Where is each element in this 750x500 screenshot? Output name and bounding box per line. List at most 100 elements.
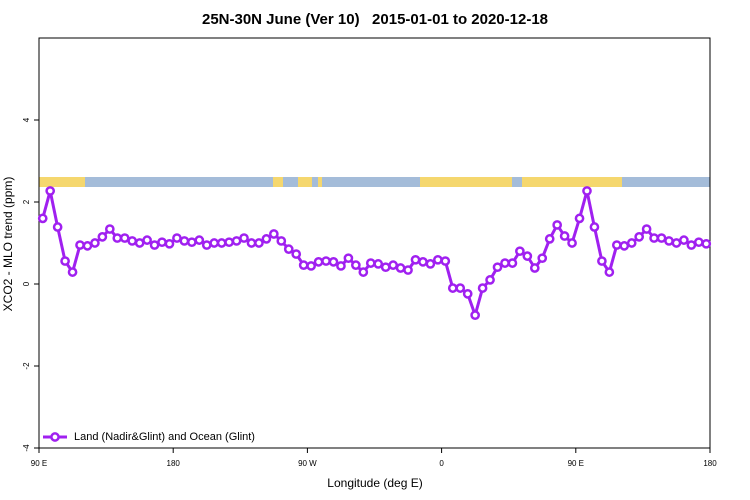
data-point <box>485 275 495 285</box>
data-point <box>283 244 294 254</box>
data-point <box>604 267 615 277</box>
data-point <box>254 238 264 248</box>
y-tick-label: 0 <box>22 281 31 286</box>
data-point <box>261 234 272 244</box>
data-point <box>462 288 473 299</box>
data-point <box>671 238 682 248</box>
land <box>420 177 512 187</box>
data-point <box>149 240 160 250</box>
data-point <box>90 238 100 248</box>
data-point <box>157 237 167 248</box>
data-point <box>626 238 637 248</box>
data-point <box>328 257 339 267</box>
data-point <box>45 186 56 196</box>
data-point <box>239 233 249 243</box>
data-point <box>127 236 138 246</box>
data-point <box>358 267 369 277</box>
y-tick-label: 2 <box>22 199 31 204</box>
data-point <box>619 241 630 251</box>
data-point <box>403 265 413 275</box>
data-point <box>142 235 152 245</box>
data-point <box>97 232 108 242</box>
data-point <box>351 260 361 270</box>
chart-title: 25N-30N June (Ver 10) 2015-01-01 to 2020… <box>202 11 548 28</box>
data-point <box>186 237 197 248</box>
x-tick-label: 0 <box>439 459 444 468</box>
data-point <box>693 237 704 248</box>
series-line <box>41 189 707 317</box>
data-point <box>433 254 443 265</box>
land <box>318 177 322 187</box>
data-point <box>321 256 331 266</box>
data-point <box>559 231 570 241</box>
data-point <box>641 224 652 234</box>
data-point <box>664 236 674 246</box>
data-point <box>679 235 689 245</box>
data-point <box>418 257 428 267</box>
data-point <box>365 258 376 268</box>
data-point <box>611 240 622 250</box>
data-point <box>231 236 242 246</box>
data-point <box>567 238 577 248</box>
y-axis-label: XCO2 - MLO trend (ppm) <box>1 177 15 312</box>
data-point <box>701 238 712 249</box>
data-point <box>656 233 667 243</box>
data-point <box>201 240 212 250</box>
land <box>298 177 312 187</box>
data-point <box>455 283 466 293</box>
data-point <box>537 253 548 264</box>
data-point <box>269 229 279 239</box>
data-point <box>119 233 130 243</box>
x-axis-label: Longitude (deg E) <box>327 476 422 490</box>
data-point <box>388 260 398 270</box>
data-point <box>492 262 503 273</box>
y-tick-label: -2 <box>22 362 31 370</box>
y-tick-label: -4 <box>22 444 31 452</box>
data-point <box>298 260 309 270</box>
data-point <box>172 233 182 243</box>
data-point <box>343 253 354 264</box>
x-tick-label: 180 <box>167 459 181 468</box>
land <box>273 177 283 187</box>
x-tick-label: 90 E <box>568 459 584 468</box>
data-point <box>634 232 645 242</box>
data-point <box>597 256 607 266</box>
data-point <box>291 249 302 259</box>
data-point <box>470 310 480 321</box>
data-point <box>500 258 510 268</box>
data-point <box>37 213 48 224</box>
data-point <box>224 237 234 248</box>
data-point <box>477 283 488 293</box>
data-point <box>440 256 451 266</box>
data-point <box>246 238 257 248</box>
data-point <box>276 236 287 246</box>
data-point <box>395 263 406 273</box>
data-point <box>552 220 563 230</box>
data-point <box>589 222 600 232</box>
x-tick-label: 90 W <box>298 459 317 468</box>
data-point <box>544 234 555 244</box>
data-point <box>52 222 63 232</box>
data-point <box>410 254 421 265</box>
land <box>39 177 85 187</box>
data-point <box>373 259 384 269</box>
data-point <box>75 240 85 250</box>
data-point <box>194 235 205 245</box>
data-point <box>649 233 659 243</box>
data-point <box>67 267 78 277</box>
data-point <box>60 256 70 266</box>
data-point <box>164 238 175 249</box>
legend-marker <box>50 432 60 442</box>
data-point <box>447 283 458 293</box>
data-point <box>306 261 316 271</box>
data-point <box>574 213 585 224</box>
data-point <box>112 233 123 243</box>
land-ocean-strip <box>39 177 710 187</box>
data-point <box>522 251 533 261</box>
data-point <box>507 258 518 268</box>
data-point <box>104 224 115 234</box>
data-point <box>380 262 391 273</box>
y-tick-label: 4 <box>22 117 31 122</box>
data-point <box>686 240 697 250</box>
